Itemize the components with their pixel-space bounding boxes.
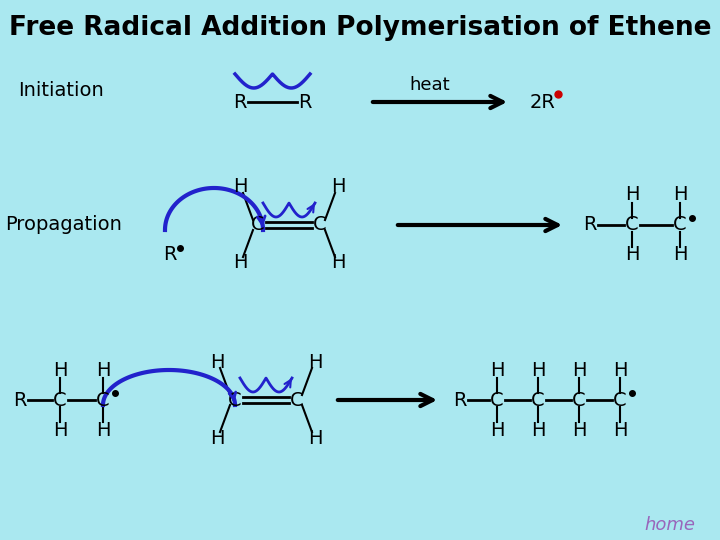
Text: H: H <box>330 178 346 197</box>
Text: C: C <box>490 390 504 409</box>
Text: R: R <box>298 92 312 111</box>
Text: C: C <box>228 390 242 409</box>
Text: H: H <box>210 353 224 372</box>
Text: 2R: 2R <box>530 92 556 111</box>
Text: H: H <box>672 246 688 265</box>
Text: C: C <box>290 390 304 409</box>
Text: Free Radical Addition Polymerisation of Ethene: Free Radical Addition Polymerisation of … <box>9 15 711 41</box>
Text: H: H <box>330 253 346 273</box>
Text: R: R <box>583 215 597 234</box>
Text: H: H <box>572 421 586 440</box>
Text: H: H <box>53 421 67 440</box>
Text: R: R <box>233 92 247 111</box>
Text: C: C <box>53 390 67 409</box>
Text: H: H <box>490 361 504 380</box>
Text: H: H <box>625 186 639 205</box>
Text: H: H <box>672 186 688 205</box>
Text: R: R <box>454 390 467 409</box>
Text: C: C <box>251 215 265 234</box>
Text: H: H <box>53 361 67 380</box>
Text: C: C <box>673 215 687 234</box>
Text: H: H <box>625 246 639 265</box>
Text: H: H <box>572 361 586 380</box>
Text: H: H <box>233 253 247 273</box>
Text: H: H <box>531 421 545 440</box>
Text: C: C <box>313 215 327 234</box>
Text: R: R <box>163 246 176 265</box>
Text: H: H <box>613 361 627 380</box>
Text: Propagation: Propagation <box>5 215 122 234</box>
Text: H: H <box>490 421 504 440</box>
Text: R: R <box>13 390 27 409</box>
Text: H: H <box>531 361 545 380</box>
Text: H: H <box>307 353 323 372</box>
Text: H: H <box>613 421 627 440</box>
Text: H: H <box>96 361 110 380</box>
Text: H: H <box>96 421 110 440</box>
Text: C: C <box>613 390 627 409</box>
Text: H: H <box>210 429 224 448</box>
Text: heat: heat <box>410 76 450 94</box>
Text: H: H <box>307 429 323 448</box>
Text: C: C <box>96 390 110 409</box>
Text: Initiation: Initiation <box>18 80 104 99</box>
Text: C: C <box>572 390 586 409</box>
Text: C: C <box>531 390 545 409</box>
Text: home: home <box>644 516 696 534</box>
Text: C: C <box>625 215 639 234</box>
Text: H: H <box>233 178 247 197</box>
